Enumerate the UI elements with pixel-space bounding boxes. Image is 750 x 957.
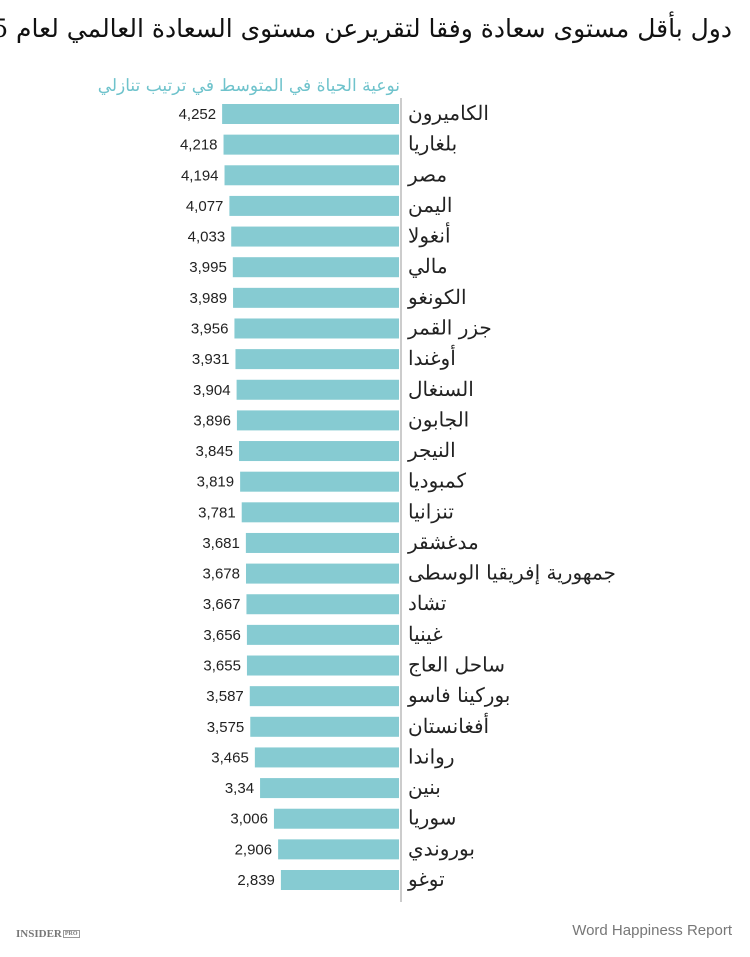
bar xyxy=(233,287,399,308)
value-label: 3,656 xyxy=(203,627,241,644)
bar xyxy=(229,195,399,216)
category-label: توغو xyxy=(407,867,445,891)
bar xyxy=(236,379,399,400)
bar xyxy=(245,532,399,553)
value-label: 3,904 xyxy=(193,382,231,399)
value-label: 4,077 xyxy=(186,198,224,215)
value-label: 3,995 xyxy=(189,259,227,276)
category-label: النيجر xyxy=(407,438,456,462)
bar xyxy=(246,655,399,676)
bar xyxy=(249,686,399,707)
category-label: بنين xyxy=(408,775,441,799)
source-label: Word Happiness Report xyxy=(572,922,732,939)
category-label: كمبوديا xyxy=(408,469,466,493)
bar xyxy=(223,134,399,155)
bar xyxy=(222,104,399,124)
category-label: بوركينا فاسو xyxy=(407,683,510,707)
value-label: 3,896 xyxy=(193,412,231,429)
chart-subtitle: نوعية الحياة في المتوسط في ترتيب تنازلي xyxy=(97,76,400,96)
category-label: أوغندا xyxy=(408,344,456,370)
category-label: الكاميرون xyxy=(408,101,489,125)
brand-tag: PRO xyxy=(62,930,80,939)
brand-logo: INSIDER PRO xyxy=(16,928,80,940)
value-label: 3,819 xyxy=(197,474,235,491)
value-label: 3,681 xyxy=(202,535,240,552)
bar xyxy=(246,594,399,615)
bar xyxy=(235,349,399,370)
bar xyxy=(250,716,399,737)
bar xyxy=(245,563,399,584)
category-label: أنغولا xyxy=(408,222,451,248)
category-label: اليمن xyxy=(408,193,452,217)
value-label: 2,839 xyxy=(237,872,275,889)
value-label: 3,845 xyxy=(196,443,234,460)
bar xyxy=(278,839,399,860)
bar xyxy=(236,410,399,431)
value-label: 3,667 xyxy=(203,596,241,613)
category-label: أفغانستان xyxy=(408,712,489,738)
category-label: تشاد xyxy=(408,591,446,615)
category-label: سوريا xyxy=(408,806,456,830)
bar xyxy=(232,257,399,278)
value-label: 3,575 xyxy=(207,719,245,736)
value-label: 3,655 xyxy=(203,658,241,675)
bar xyxy=(260,778,399,799)
value-label: 4,218 xyxy=(180,137,218,154)
category-label: السنغال xyxy=(408,377,474,401)
value-label: 3,931 xyxy=(192,351,230,368)
value-label: 3,678 xyxy=(202,566,240,583)
bar xyxy=(231,226,399,247)
bar xyxy=(254,747,399,768)
bar xyxy=(246,624,399,645)
value-label: 4,033 xyxy=(188,229,226,246)
category-label: الكونغو xyxy=(407,285,467,309)
value-label: 4,252 xyxy=(179,106,217,123)
value-label: 3,989 xyxy=(190,290,228,307)
category-label: بلغاريا xyxy=(408,132,457,156)
value-label: 3,587 xyxy=(206,688,244,705)
value-label: 4,194 xyxy=(181,167,219,184)
bar xyxy=(280,870,399,890)
category-label: غينيا xyxy=(408,622,443,646)
category-label: مدغشقر xyxy=(407,530,479,554)
category-label: مصر xyxy=(407,162,447,186)
category-label: بوروندي xyxy=(408,836,475,860)
bar xyxy=(234,318,399,339)
bar xyxy=(224,165,399,186)
category-label: تنزانيا xyxy=(408,499,454,523)
brand-name: INSIDER xyxy=(16,928,62,940)
category-label: جمهورية إفريقيا الوسطى xyxy=(408,561,616,586)
category-label: رواندا xyxy=(408,744,455,768)
value-label: 3,34 xyxy=(225,780,254,797)
chart-title: دول بأقل مستوى سعادة وفقا لتقريرعن مستوى… xyxy=(0,14,732,43)
bar xyxy=(240,471,399,492)
category-label: مالي xyxy=(408,254,448,278)
bar xyxy=(273,808,399,829)
bar xyxy=(239,441,399,462)
category-label: ساحل العاج xyxy=(408,653,505,677)
value-label: 3,006 xyxy=(230,811,268,828)
value-label: 2,906 xyxy=(235,841,273,858)
category-label: جزر القمر xyxy=(407,315,492,339)
value-label: 3,956 xyxy=(191,320,229,337)
value-label: 3,465 xyxy=(211,749,249,766)
value-label: 3,781 xyxy=(198,504,236,521)
bar xyxy=(241,502,399,523)
category-label: الجابون xyxy=(408,407,469,431)
